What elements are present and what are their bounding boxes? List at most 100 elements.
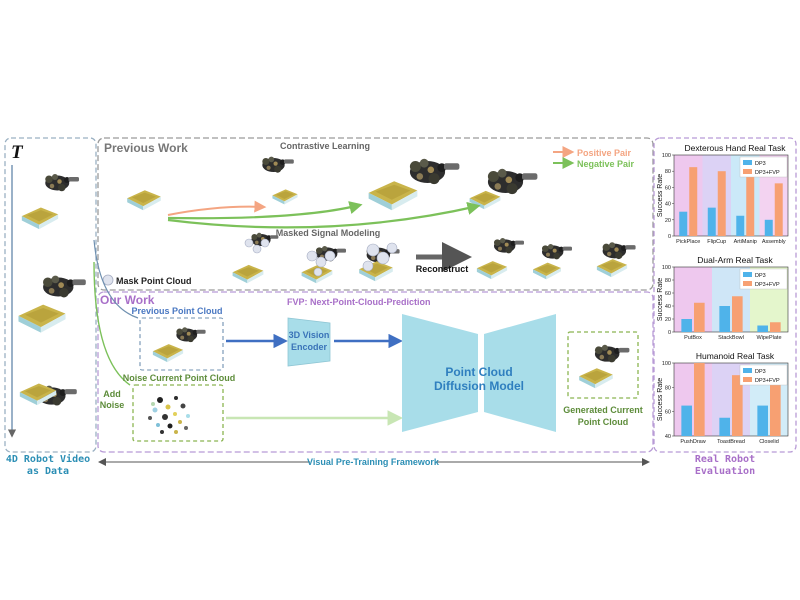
previous-pc-cube	[152, 344, 184, 363]
bar-dp3	[757, 325, 768, 332]
chart-ylabel: Success Rate	[657, 278, 664, 321]
y-tick-label: 80	[665, 169, 671, 175]
reconstructed-box-2	[533, 262, 561, 280]
real-eval-line2: Evaluation	[695, 465, 755, 477]
bar-dp3	[707, 207, 716, 236]
diffusion-left-block	[402, 314, 478, 432]
x-tick-label: ArtiManip	[734, 239, 757, 245]
chart-ylabel: Success Rate	[657, 378, 664, 421]
generated-pc-cube	[579, 368, 613, 389]
encoder-label-line1: 3D Vision	[289, 330, 330, 340]
bar-dp3-fvp	[717, 171, 726, 236]
y-tick-label: 100	[662, 265, 671, 271]
legend-label: DP3	[755, 273, 766, 279]
y-tick-label: 60	[665, 291, 671, 297]
previous-dashed-box	[97, 137, 654, 291]
y-tick-label: 80	[665, 278, 671, 284]
generated-label-line2: Point Cloud	[578, 417, 629, 427]
noise-pc-label: Noise Current Point Cloud	[123, 373, 236, 383]
x-tick-label: ToastBread	[717, 439, 745, 445]
our-work-title: Our Work	[100, 293, 155, 307]
category-band	[674, 363, 712, 436]
y-tick-label: 80	[665, 385, 671, 391]
fvp-label: FVP: Next-Point-Cloud-Prediction	[287, 297, 431, 307]
reconstructed-box-1	[476, 261, 508, 280]
x-tick-label: WipePlate	[756, 335, 781, 341]
bar-dp3	[679, 211, 688, 236]
x-tick-label: StackBowl	[718, 335, 744, 341]
contrastive-box-rotated	[272, 189, 298, 205]
bar-dp3-fvp	[694, 302, 705, 332]
category-band	[674, 155, 703, 236]
left-caption-line1: 4D Robot Video	[6, 453, 90, 465]
legend-swatch	[743, 272, 752, 277]
contrastive-label: Contrastive Learning	[280, 141, 370, 151]
positive-pair-label: Positive Pair	[577, 148, 632, 158]
contrastive-box-right-1	[368, 181, 418, 211]
x-tick-label: FlipCup	[707, 239, 726, 245]
vision-encoder-block	[287, 317, 331, 367]
bar-dp3-fvp	[732, 296, 743, 332]
plot-frame	[673, 266, 789, 333]
our-work-dashed-box	[97, 291, 654, 453]
framework-arrow-left-head	[98, 458, 106, 466]
chart-2: Dual-Arm Real Task Success Rate 0 20 40 60 80 1…	[657, 255, 789, 341]
mask-hexagons	[244, 238, 398, 277]
y-tick-label: 20	[665, 317, 671, 323]
noise-curve	[93, 261, 131, 386]
bar-dp3	[681, 319, 692, 332]
left-box-2	[18, 304, 66, 333]
legend-swatch	[743, 281, 752, 286]
legend-label: DP3+FVP	[755, 378, 780, 384]
bar-dp3	[681, 405, 692, 436]
positive-curve	[167, 200, 267, 216]
y-tick-label: 0	[668, 330, 671, 336]
x-tick-label: PushDraw	[680, 439, 705, 445]
bar-dp3-fvp	[732, 375, 743, 436]
category-band	[674, 267, 712, 332]
encoder-label-line2: Encoder	[291, 342, 328, 352]
legend-swatch	[743, 368, 752, 373]
time-symbol: T	[11, 142, 24, 163]
noise-pc-box	[132, 384, 224, 442]
previous-pc-box	[139, 317, 224, 371]
bar-dp3-fvp	[746, 171, 755, 236]
previous-work-title: Previous Work	[104, 141, 188, 155]
diffusion-right-block	[484, 314, 556, 432]
contrastive-robot-right-1	[409, 158, 460, 185]
framework-arrow-right-head	[642, 458, 650, 466]
contrastive-source-box	[127, 190, 161, 211]
negative-pair-label: Negative Pair	[577, 159, 635, 169]
legend-swatch	[743, 377, 752, 382]
chart-title: Dual-Arm Real Task	[697, 255, 773, 265]
legend-label: DP3+FVP	[755, 170, 780, 176]
bottom-framework-bar: Visual Pre-Training Framework Real Robot…	[98, 454, 755, 477]
bar-dp3	[719, 306, 730, 332]
framework-label-bg	[310, 455, 436, 468]
legend-label: DP3	[755, 369, 766, 375]
bar-dp3	[736, 215, 745, 236]
bar-dp3-fvp	[774, 183, 783, 236]
y-tick-label: 60	[665, 410, 671, 416]
y-tick-label: 0	[668, 234, 671, 240]
left-robot-2	[43, 275, 86, 298]
bar-dp3-fvp	[689, 167, 698, 236]
legend-label: DP3	[755, 161, 766, 167]
left-box-1	[21, 207, 59, 230]
real-robot-charts: Dexterous Hand Real Task Success Rate 0 20 4…	[657, 143, 789, 445]
bar-dp3-fvp	[694, 363, 705, 436]
real-eval-dashed-box	[653, 137, 797, 453]
reconstruct-label: Reconstruct	[416, 264, 469, 274]
contrastive-robot-right-2	[487, 168, 538, 195]
generated-pc-box	[567, 331, 639, 399]
previous-work-panel: Previous Work Contrastive Learning Maske…	[97, 137, 654, 291]
y-tick-label: 40	[665, 434, 671, 440]
generated-pc-robot	[594, 344, 630, 363]
diffusion-label-line1: Point Cloud	[445, 365, 512, 379]
left-robot-1	[45, 174, 79, 192]
y-tick-label: 20	[665, 218, 671, 224]
generated-label-line1: Generated Current	[563, 405, 643, 415]
y-tick-label: 40	[665, 202, 671, 208]
our-work-panel: Our Work FVP: Next-Point-Cloud-Predictio…	[93, 239, 654, 453]
x-tick-label: PickPlace	[676, 239, 700, 245]
